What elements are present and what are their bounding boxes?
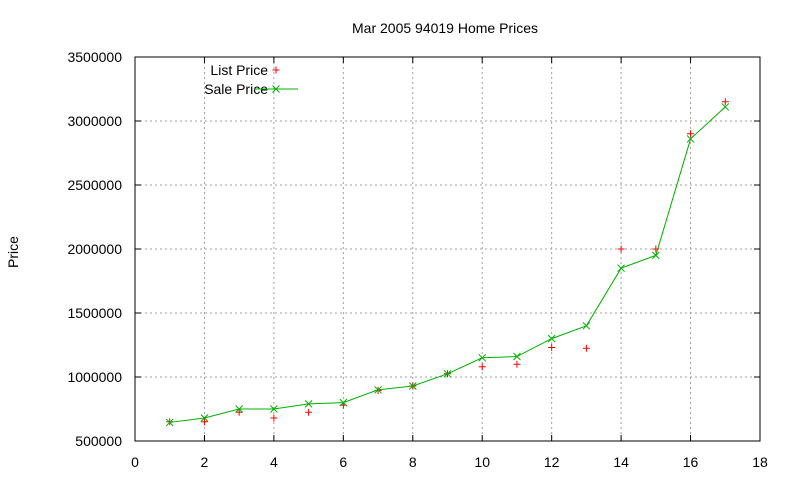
sale-price-point [721, 103, 730, 111]
x-tick-label: 4 [270, 454, 278, 470]
axis-ticks: 0 2 4 6 8 10 12 14 16 18 500000 1000000 1500000 20000… [67, 49, 768, 470]
sale-price-point [651, 251, 660, 260]
sale-price-point [547, 334, 556, 343]
sale-price-point [478, 353, 487, 362]
list-price-point [235, 408, 243, 416]
list-price-point [687, 130, 695, 138]
sale-price-point [235, 405, 244, 413]
list-price-point [617, 245, 625, 253]
x-tick-label: 0 [131, 454, 139, 470]
list-price-point [513, 360, 521, 368]
y-tick-label: 3500000 [67, 49, 122, 65]
x-tick-label: 6 [339, 454, 347, 470]
y-tick-label: 3000000 [67, 113, 122, 129]
sale-price-legend-marker [272, 85, 280, 93]
y-tick-label: 1000000 [67, 369, 122, 385]
sale-price-point [200, 414, 209, 422]
y-tick-label: 2000000 [67, 241, 122, 257]
list-price-point [305, 408, 313, 416]
list-price-point [721, 98, 729, 106]
sale-price-point [165, 418, 174, 427]
y-tick-label: 2500000 [67, 177, 122, 193]
sale-price-point [513, 352, 521, 361]
y-axis-label: Price [5, 236, 21, 268]
sale-price-point [443, 369, 452, 378]
x-tick-label: 2 [201, 454, 209, 470]
list-price-point [582, 344, 590, 352]
grid-lines [135, 57, 760, 441]
data-series [165, 98, 730, 427]
sale-price-point [686, 135, 695, 143]
sale-price-legend-label: Sale Price [204, 81, 268, 97]
chart-title: Mar 2005 94019 Home Prices [352, 20, 538, 36]
legend: List Price Sale Price [204, 62, 298, 97]
list-price-point [478, 363, 486, 371]
y-tick-label: 500000 [75, 433, 122, 449]
sale-price-point [374, 385, 382, 394]
x-tick-label: 16 [683, 454, 699, 470]
sale-price-point [408, 382, 417, 390]
sale-price-point [339, 398, 348, 407]
x-tick-label: 12 [544, 454, 560, 470]
y-tick-label: 1500000 [67, 305, 122, 321]
x-tick-label: 14 [613, 454, 629, 470]
list-price-point [270, 414, 278, 422]
x-tick-label: 10 [474, 454, 490, 470]
sale-price-point [270, 405, 278, 413]
list-price-legend-label: List Price [210, 62, 268, 78]
sale-price-point [582, 321, 591, 330]
x-tick-label: 8 [409, 454, 417, 470]
sale-price-point [617, 264, 625, 273]
sale-price-point [304, 400, 313, 408]
list-price-point [200, 418, 208, 426]
list-price-legend-marker [272, 66, 280, 74]
list-price-point [548, 344, 556, 352]
x-tick-label: 18 [752, 454, 768, 470]
plot-frame [134, 56, 761, 442]
